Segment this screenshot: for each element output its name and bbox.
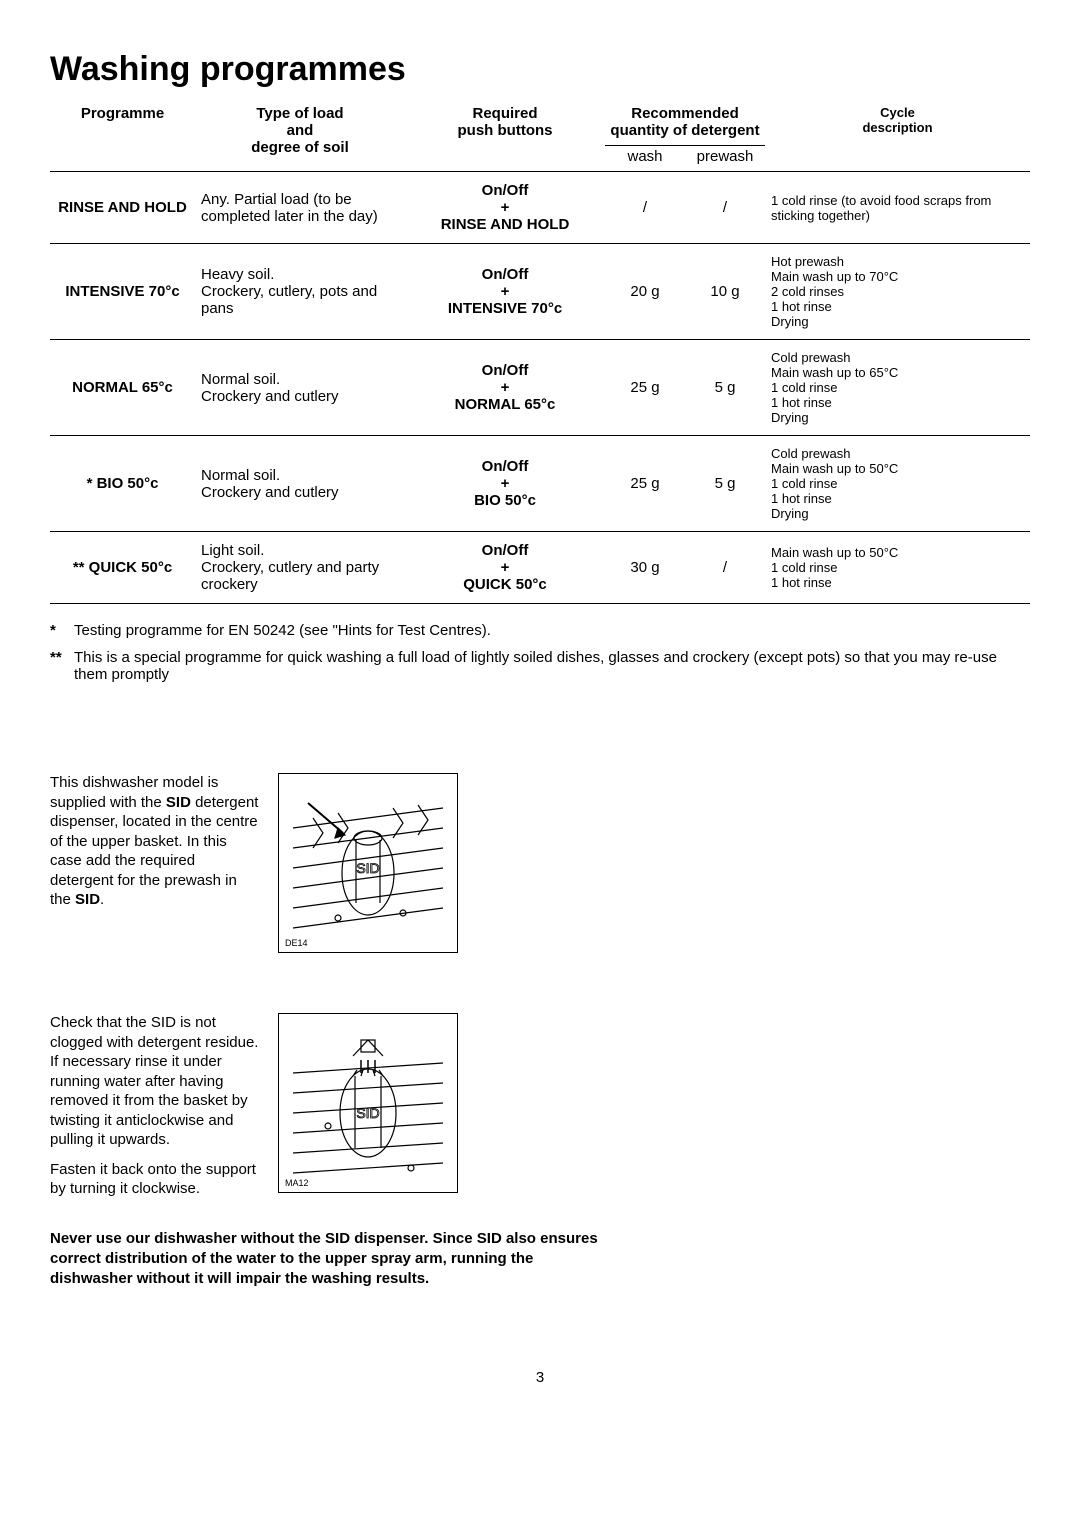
table-row: ** QUICK 50°cLight soil. Crockery, cutle… [50,532,1030,604]
cell-prewash: 5 g [685,436,765,532]
cell-buttons: On/Off + QUICK 50°c [405,532,605,604]
header-buttons: Required push buttons [405,99,605,172]
cell-buttons: On/Off + BIO 50°c [405,436,605,532]
header-programme: Programme [50,99,195,172]
info2-p2: Fasten it back onto the support by turni… [50,1160,260,1199]
info1-text: This dishwasher model is supplied with t… [50,773,260,910]
cell-cycle: 1 cold rinse (to avoid food scraps from … [765,172,1030,244]
info-block-1: This dishwasher model is supplied with t… [50,773,1030,953]
table-row: RINSE AND HOLDAny. Partial load (to be c… [50,172,1030,244]
cell-load: Heavy soil. Crockery, cutlery, pots and … [195,244,405,340]
footnote-mark: ** [50,649,74,683]
cell-cycle: Hot prewash Main wash up to 70°C 2 cold … [765,244,1030,340]
cell-prewash: 5 g [685,340,765,436]
header-load: Type of load and degree of soil [195,99,405,172]
cell-load: Light soil. Crockery, cutlery and party … [195,532,405,604]
cell-prewash: / [685,172,765,244]
cell-prewash: / [685,532,765,604]
illustration-caption: MA12 [285,1178,309,1188]
cell-cycle: Cold prewash Main wash up to 65°C 1 cold… [765,340,1030,436]
cell-load: Any. Partial load (to be completed later… [195,172,405,244]
cell-load: Normal soil. Crockery and cutlery [195,340,405,436]
illustration-de14: SID DE14 [278,773,458,953]
cell-prewash: 10 g [685,244,765,340]
table-row: INTENSIVE 70°cHeavy soil. Crockery, cutl… [50,244,1030,340]
sid-diagram-icon: SID [283,778,453,948]
cell-buttons: On/Off + RINSE AND HOLD [405,172,605,244]
cell-programme: NORMAL 65°c [50,340,195,436]
header-detergent: Recommended quantity of detergent [605,99,765,146]
footnote: **This is a special programme for quick … [50,649,1030,683]
header-cycle: Cycle description [765,99,1030,172]
footnote: *Testing programme for EN 50242 (see "Hi… [50,622,1030,639]
cell-load: Normal soil. Crockery and cutlery [195,436,405,532]
programmes-table: Programme Type of load and degree of soi… [50,99,1030,604]
table-row: NORMAL 65°cNormal soil. Crockery and cut… [50,340,1030,436]
info-block-2: Check that the SID is not clogged with d… [50,1013,1030,1209]
table-row: * BIO 50°cNormal soil. Crockery and cutl… [50,436,1030,532]
sid-rinse-icon: SID [283,1018,453,1188]
cell-programme: * BIO 50°c [50,436,195,532]
info2-p1: Check that the SID is not clogged with d… [50,1013,260,1150]
cell-wash: 25 g [605,436,685,532]
cell-wash: 25 g [605,340,685,436]
cell-wash: / [605,172,685,244]
cell-wash: 30 g [605,532,685,604]
illustration-caption: DE14 [285,938,308,948]
cell-wash: 20 g [605,244,685,340]
cell-buttons: On/Off + INTENSIVE 70°c [405,244,605,340]
page-title: Washing programmes [50,50,1030,89]
header-prewash: prewash [685,146,765,172]
footnote-mark: * [50,622,74,639]
header-wash: wash [605,146,685,172]
cell-buttons: On/Off + NORMAL 65°c [405,340,605,436]
cell-cycle: Main wash up to 50°C 1 cold rinse 1 hot … [765,532,1030,604]
warning-text: Never use our dishwasher without the SID… [50,1229,610,1290]
cell-programme: ** QUICK 50°c [50,532,195,604]
illustration-ma12: SID MA12 [278,1013,458,1193]
footnote-text: This is a special programme for quick wa… [74,649,1030,683]
cell-cycle: Cold prewash Main wash up to 50°C 1 cold… [765,436,1030,532]
svg-text:SID: SID [356,860,379,876]
svg-text:SID: SID [356,1105,379,1121]
page-number: 3 [50,1369,1030,1386]
footnote-text: Testing programme for EN 50242 (see "Hin… [74,622,491,639]
cell-programme: INTENSIVE 70°c [50,244,195,340]
cell-programme: RINSE AND HOLD [50,172,195,244]
footnotes: *Testing programme for EN 50242 (see "Hi… [50,622,1030,683]
